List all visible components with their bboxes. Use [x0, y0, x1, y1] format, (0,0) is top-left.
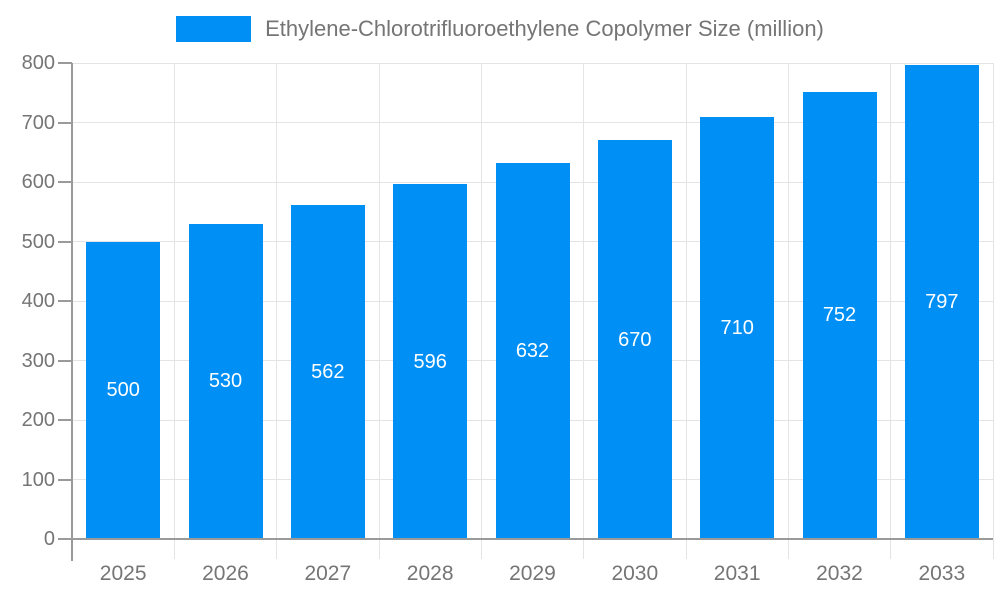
x-axis-tick	[276, 539, 278, 559]
bar-value-label: 562	[311, 360, 345, 383]
x-gridline	[890, 63, 892, 539]
x-gridline	[583, 63, 585, 539]
x-axis-tick-label: 2027	[304, 562, 352, 585]
bar-value-label: 530	[208, 370, 243, 393]
x-axis-tick	[480, 539, 482, 559]
x-gridline	[378, 63, 380, 539]
y-axis-line	[71, 63, 73, 561]
y-axis-tick	[58, 359, 72, 362]
bar-2025[interactable]	[86, 241, 161, 538]
x-axis-tick	[173, 539, 175, 559]
bar-2032[interactable]	[802, 91, 877, 538]
x-gridline	[276, 63, 278, 539]
x-gridline	[480, 63, 482, 539]
x-axis-tick-label: 2030	[611, 562, 659, 585]
y-gridline	[72, 62, 993, 64]
y-axis-tick	[58, 240, 72, 243]
x-axis-tick	[890, 539, 892, 559]
bar-value-label: 632	[515, 339, 550, 362]
x-gridline	[685, 63, 687, 539]
y-axis-tick-label: 700	[21, 111, 55, 134]
y-axis-tick	[58, 419, 72, 421]
bar-value-label: 500	[106, 379, 140, 402]
x-axis-tick-label: 2032	[816, 562, 863, 585]
y-axis-tick-label: 500	[21, 230, 55, 253]
bar-value-label: 596	[413, 350, 447, 373]
y-axis-tick-label: 400	[21, 290, 55, 312]
bar-value-label: 752	[822, 304, 857, 327]
bar-2026[interactable]	[188, 223, 263, 538]
y-axis-tick-label: 300	[21, 349, 55, 372]
y-axis-tick	[58, 478, 72, 481]
x-axis-tick-label: 2029	[509, 562, 556, 585]
y-axis-tick	[58, 300, 72, 302]
y-gridline	[72, 122, 993, 123]
x-axis-tick	[992, 539, 994, 559]
x-axis-tick	[378, 539, 380, 559]
bar-value-label: 710	[720, 316, 754, 339]
y-axis-tick-label: 200	[21, 409, 55, 431]
x-axis-tick-label: 2033	[918, 562, 966, 585]
y-axis-tick-label: 0	[43, 528, 55, 550]
x-gridline	[173, 63, 175, 539]
bar-2028[interactable]	[393, 184, 468, 538]
x-axis-tick-label: 2026	[202, 562, 249, 585]
bar-value-label: 670	[618, 328, 652, 351]
x-axis-tick	[685, 539, 687, 559]
legend-swatch-icon	[176, 16, 252, 42]
x-gridline	[992, 63, 994, 539]
x-gridline	[787, 63, 789, 539]
bar-2027[interactable]	[290, 204, 365, 538]
bar-value-label: 797	[925, 290, 959, 313]
y-axis-tick-label: 600	[21, 171, 55, 193]
bar-2030[interactable]	[597, 140, 672, 538]
y-axis-tick	[58, 181, 72, 183]
y-axis-tick-label: 100	[21, 468, 55, 491]
x-axis-tick	[787, 539, 789, 559]
bar-2033[interactable]	[904, 64, 979, 538]
y-axis-tick	[58, 538, 72, 540]
x-axis-tick-label: 2028	[406, 562, 454, 585]
bar-2031[interactable]	[700, 116, 775, 538]
x-axis-tick-label: 2031	[713, 562, 761, 585]
bar-2029[interactable]	[495, 162, 570, 538]
y-axis-tick-label: 800	[21, 52, 55, 74]
legend[interactable]: Ethylene-Chlorotrifluoroethylene Copolym…	[0, 16, 1000, 42]
legend-label: Ethylene-Chlorotrifluoroethylene Copolym…	[265, 16, 824, 41]
y-axis-tick	[58, 121, 72, 124]
x-axis-line	[72, 538, 993, 540]
x-axis-tick	[583, 539, 585, 559]
x-axis-tick-label: 2025	[99, 562, 147, 585]
y-axis-tick	[58, 62, 72, 64]
